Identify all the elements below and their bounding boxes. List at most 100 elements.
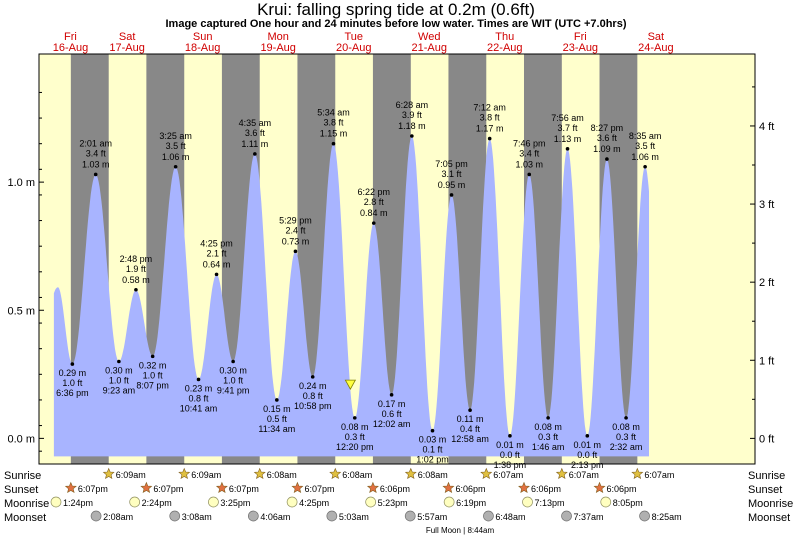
- high-tide-time: 4:35 am: [239, 118, 272, 128]
- high-tide-time: 7:12 am: [473, 103, 506, 113]
- sunrise-time: 6:07am: [493, 470, 523, 480]
- low-tide-feet: 0.0 ft: [577, 450, 598, 460]
- tide-point: [93, 172, 98, 177]
- moonrise-icon: [443, 496, 455, 508]
- current-tide-marker: [344, 379, 357, 390]
- low-tide-time: 11:34 am: [258, 424, 295, 434]
- sunset-star: [518, 481, 530, 494]
- sunrise-star: [329, 467, 342, 480]
- tide-point: [565, 147, 570, 151]
- high-tide-feet: 2.8 ft: [364, 197, 385, 207]
- moonrise-time: 7:13pm: [535, 498, 565, 508]
- moonrise-icon: [600, 496, 612, 508]
- plot-frame: [38, 53, 756, 465]
- sunset-time: 6:07pm: [153, 484, 183, 494]
- tide-point: [293, 249, 298, 254]
- high-tide-meters: 1.03 m: [82, 159, 110, 169]
- day-label-dow: Sat: [119, 31, 136, 43]
- high-tide-feet: 3.6 ft: [597, 133, 618, 143]
- tide-point: [214, 272, 219, 277]
- tide-point: [275, 398, 279, 402]
- low-tide-meters: 0.11 m: [457, 414, 484, 424]
- moonrise-time: 4:25pm: [299, 498, 329, 508]
- low-tide-time: 9:41 pm: [217, 386, 250, 396]
- tide-point: [487, 136, 492, 141]
- tide-point: [508, 434, 512, 438]
- moonset-icon: [404, 510, 416, 522]
- high-tide-meters: 1.18 m: [398, 121, 426, 131]
- tide-point: [231, 359, 235, 364]
- high-tide-time: 7:46 pm: [513, 138, 546, 148]
- y-left-tick-label: 0.5 m: [7, 305, 35, 317]
- tide-point: [410, 134, 414, 138]
- low-tide-feet: 1.0 ft: [143, 370, 164, 380]
- sunrise-star: [178, 467, 191, 480]
- low-tide-feet: 0.8 ft: [303, 391, 324, 401]
- tide-point: [546, 416, 550, 420]
- high-tide-meters: 1.17 m: [476, 124, 504, 134]
- sunset-star: [593, 481, 606, 494]
- tide-point: [449, 193, 454, 197]
- row-label-moonset: Moonset: [4, 512, 46, 524]
- tide-point: [310, 375, 315, 379]
- low-tide-feet: 0.3 ft: [345, 432, 366, 442]
- high-tide-time: 5:34 am: [317, 108, 350, 118]
- low-tide-meters: 0.17 m: [378, 399, 406, 409]
- low-tide-feet: 0.5 ft: [267, 414, 288, 424]
- high-tide-time: 5:29 pm: [279, 215, 312, 225]
- high-tide-meters: 0.64 m: [203, 259, 231, 269]
- moonrise-icon: [129, 496, 141, 508]
- high-tide-feet: 3.4 ft: [519, 148, 540, 158]
- moonset-icon: [247, 510, 259, 522]
- sunrise-time: 6:09am: [116, 470, 146, 480]
- day-label-date: 22-Aug: [487, 42, 522, 54]
- low-tide-meters: 0.03 m: [419, 435, 447, 445]
- y-right-tick-label: 2 ft: [759, 277, 774, 289]
- low-tide-time: 10:41 am: [180, 403, 218, 413]
- day-label-date: 18-Aug: [185, 42, 220, 54]
- sunrise-time: 6:08am: [342, 470, 372, 480]
- high-tide-feet: 3.8 ft: [323, 118, 344, 128]
- high-tide-feet: 2.1 ft: [207, 248, 228, 258]
- sunrise-star: [480, 467, 493, 480]
- low-tide-time: 1:02 pm: [416, 455, 449, 465]
- high-tide-feet: 3.5 ft: [635, 141, 656, 151]
- y-left-tick-label: 1.0 m: [7, 177, 35, 189]
- moonset-time: 6:48am: [495, 512, 525, 522]
- sunset-star: [442, 481, 455, 494]
- moon-phase-note: Full Moon | 8:44am: [426, 526, 495, 535]
- high-tide-time: 7:05 pm: [435, 159, 468, 169]
- high-tide-meters: 1.13 m: [554, 134, 582, 144]
- day-label-dow: Thu: [495, 31, 514, 43]
- low-tide-feet: 0.0 ft: [500, 450, 521, 460]
- row-label-moonrise-right: Moonrise: [748, 498, 793, 510]
- y-left-tick-label: 0.0 m: [7, 433, 35, 445]
- tide-point: [527, 172, 532, 177]
- low-tide-meters: 0.32 m: [139, 360, 167, 370]
- moonset-time: 5:57am: [417, 512, 447, 522]
- tide-point: [150, 354, 155, 359]
- row-label-sunset: Sunset: [4, 484, 38, 496]
- tide-point: [134, 287, 138, 292]
- low-tide-feet: 0.3 ft: [616, 432, 637, 442]
- tide-area: [53, 136, 649, 457]
- sunset-star: [215, 481, 228, 494]
- low-tide-feet: 1.0 ft: [62, 378, 83, 388]
- day-label-dow: Tue: [344, 31, 363, 43]
- low-tide-meters: 0.01 m: [574, 440, 602, 450]
- low-tide-feet: 1.0 ft: [223, 376, 244, 386]
- day-label-dow: Sat: [648, 31, 665, 43]
- moonset-icon: [326, 510, 338, 522]
- high-tide-meters: 0.84 m: [360, 208, 388, 218]
- high-tide-meters: 0.73 m: [282, 236, 310, 246]
- moonrise-icon: [208, 496, 219, 508]
- sunrise-star: [631, 467, 644, 480]
- low-tide-time: 6:36 pm: [56, 388, 89, 398]
- moonrise-time: 8:05pm: [613, 498, 643, 508]
- sunset-time: 6:06pm: [607, 484, 637, 494]
- y-right-tick-label: 3 ft: [759, 199, 774, 211]
- high-tide-feet: 3.4 ft: [86, 148, 107, 158]
- day-label-dow: Wed: [418, 31, 440, 43]
- day-label-date: 16-Aug: [53, 42, 88, 54]
- tide-point: [371, 221, 376, 225]
